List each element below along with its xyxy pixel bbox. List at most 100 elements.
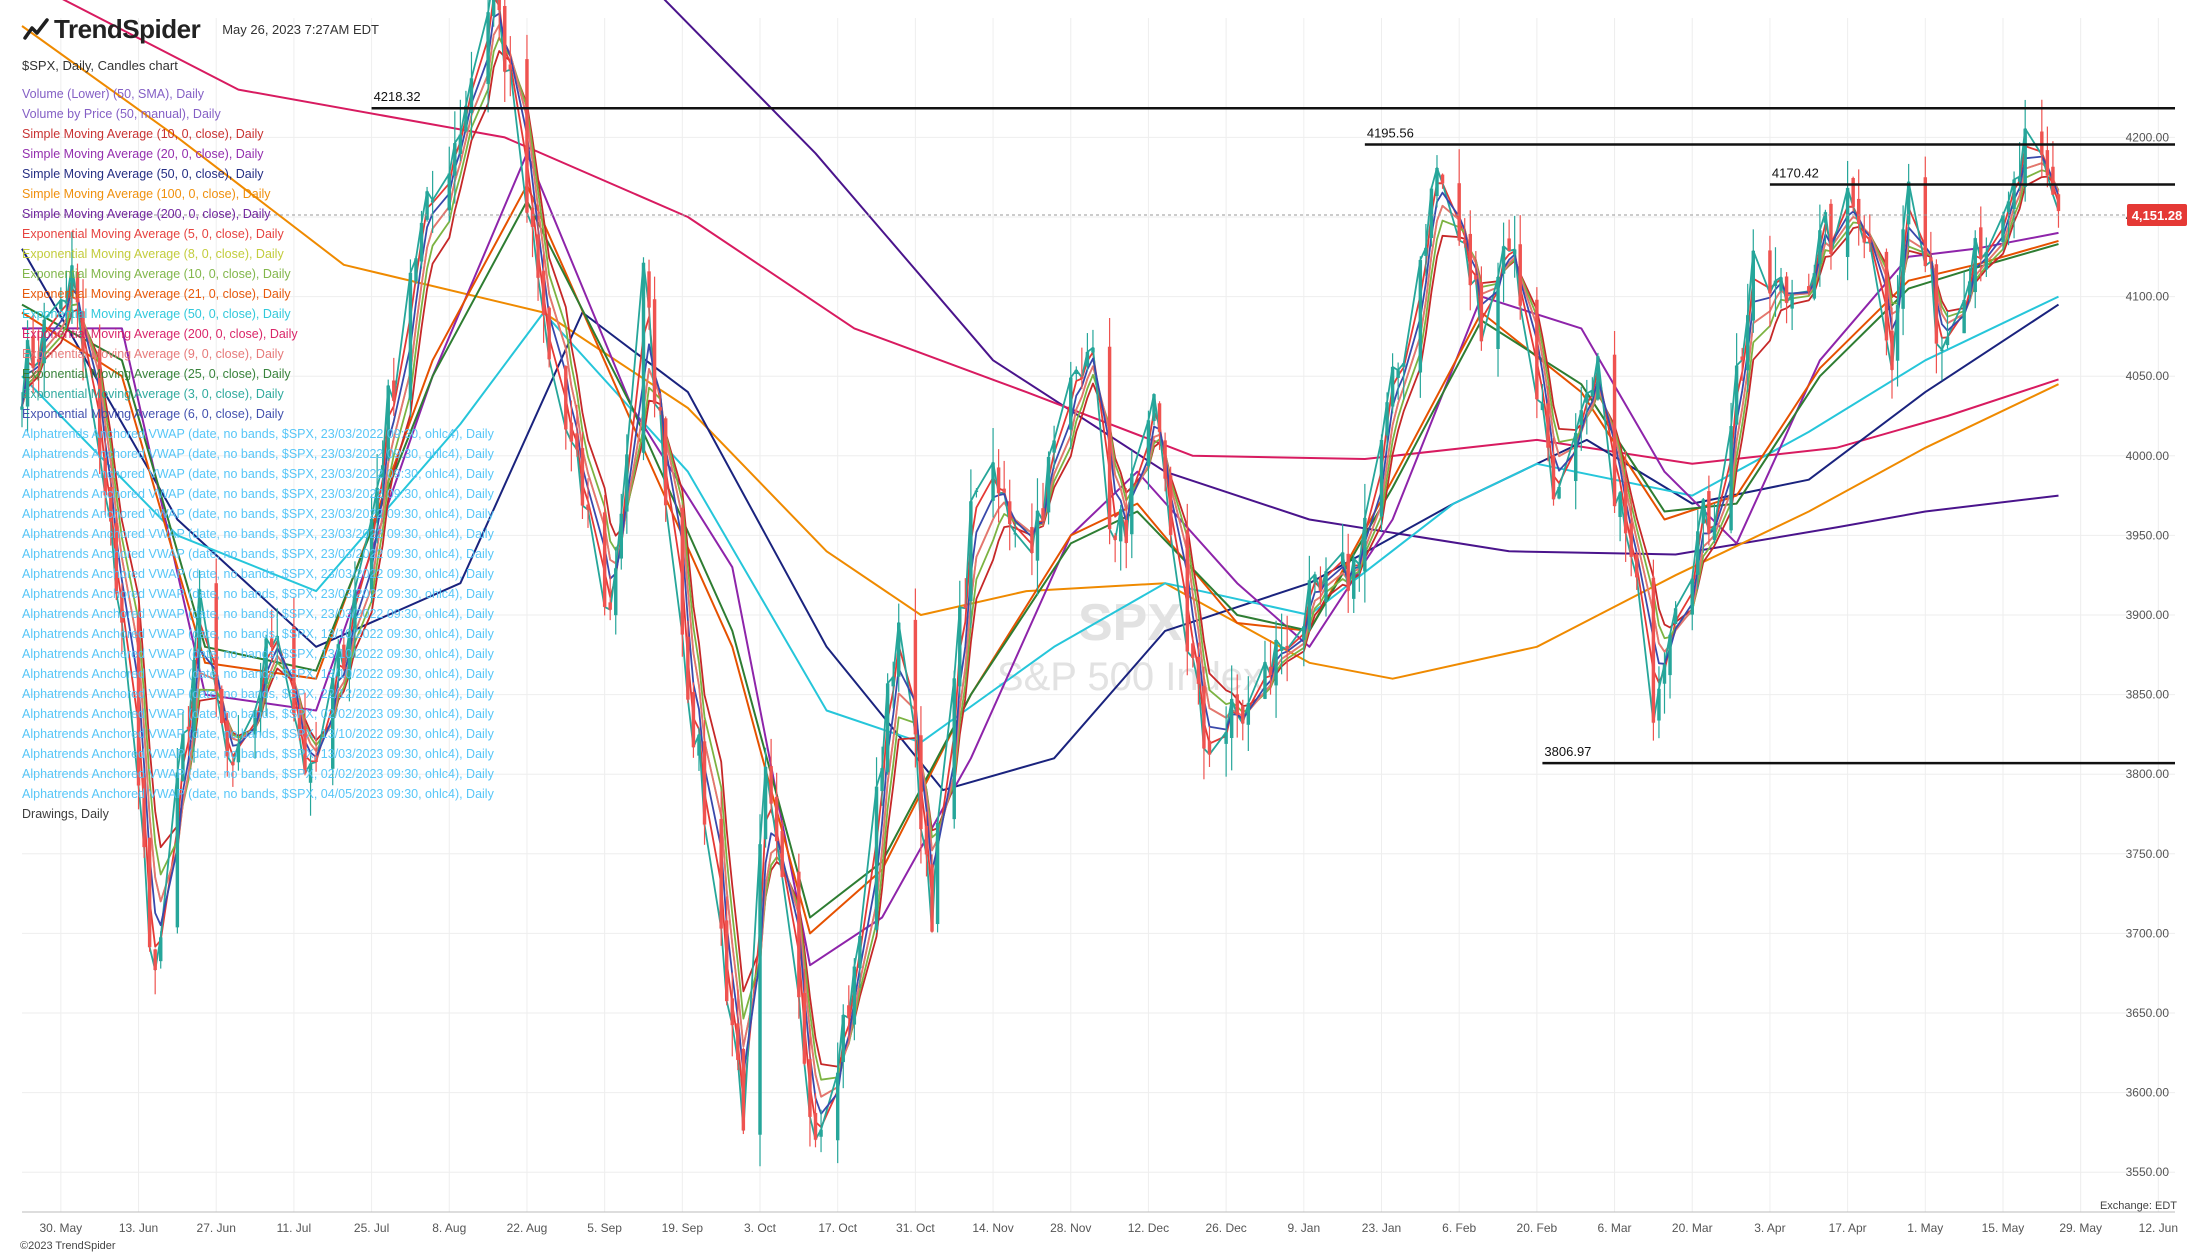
candle-body [835,1072,840,1141]
candle-body [1396,370,1400,378]
candle-body [819,1129,823,1137]
legend-item[interactable]: Alphatrends Anchored VWAP (date, no band… [22,767,494,781]
candle-body [541,270,546,316]
legend-item[interactable]: Alphatrends Anchored VWAP (date, no band… [22,647,494,661]
x-tick-label: 3. Oct [744,1221,777,1235]
candle-body [769,766,773,804]
candle-body [847,1005,851,1018]
ma-line [21,200,2059,919]
legend-item[interactable]: Volume by Price (50, manual), Daily [22,107,221,121]
price-axis[interactable]: 3550.00 3600.00 3650.00 3700.00 3750.00 3800.… [2126,130,2170,1179]
legend-item[interactable]: Exponential Moving Average (25, 0, close… [22,367,291,381]
candle-body [1973,238,1977,293]
candle-body [264,638,268,684]
indicator-legend[interactable]: Volume (Lower) (50, SMA), Daily Volume by… [22,84,494,824]
candle-body [641,262,646,453]
candle-body [1673,608,1678,625]
legend-item[interactable]: Alphatrends Anchored VWAP (date, no band… [22,547,494,561]
legend-item[interactable]: Simple Moving Average (100, 0, close), D… [22,187,271,201]
candle-body [1007,501,1012,525]
candle-body [1113,535,1117,540]
legend-item[interactable]: Exponential Moving Average (10, 0, close… [22,267,291,281]
candle-body [1501,246,1506,274]
y-tick-label: 3600.00 [2126,1086,2170,1100]
candle-body [253,710,257,735]
legend-item[interactable]: Alphatrends Anchored VWAP (date, no band… [22,447,494,461]
legend-item[interactable]: Exponential Moving Average (200, 0, clos… [22,327,298,341]
legend-item[interactable]: Simple Moving Average (200, 0, close), D… [22,207,271,221]
legend-item[interactable]: Alphatrends Anchored VWAP (date, no band… [22,707,494,721]
x-tick-label: 20. Mar [1672,1221,1713,1235]
legend-item[interactable]: Exponential Moving Average (5, 0, close)… [22,227,284,241]
legend-item[interactable]: Alphatrends Anchored VWAP (date, no band… [22,587,494,601]
candle-body [1429,188,1434,239]
candle-body [1191,643,1195,658]
legend-item[interactable]: Exponential Moving Average (6, 0, close)… [22,407,284,421]
legend-item[interactable]: Alphatrends Anchored VWAP (date, no band… [22,567,494,581]
candle-body [525,59,529,213]
legend-item[interactable]: Alphatrends Anchored VWAP (date, no band… [22,747,494,761]
candle-body [958,607,962,687]
legend-item[interactable]: Exponential Moving Average (8, 0, close)… [22,247,284,261]
candle-body [1707,491,1711,534]
x-tick-label: 27. Jun [197,1221,236,1235]
legend-item[interactable]: Alphatrends Anchored VWAP (date, no band… [22,727,494,741]
level-label: 4195.56 [1367,125,1414,140]
candle-body [996,467,1001,494]
legend-item[interactable]: Alphatrends Anchored VWAP (date, no band… [22,507,494,521]
candle-body [1318,577,1323,592]
legend-item[interactable]: Simple Moving Average (50, 0, close), Da… [22,167,264,181]
candle-body [1363,517,1367,572]
legend-item[interactable]: Alphatrends Anchored VWAP (date, no band… [22,527,494,541]
legend-item[interactable]: Alphatrends Anchored VWAP (date, no band… [22,487,494,501]
candle-body [1168,475,1173,535]
x-tick-label: 11. Jul [277,1221,311,1235]
legend-item[interactable]: Alphatrends Anchored VWAP (date, no band… [22,787,494,801]
legend-item[interactable]: Simple Moving Average (20, 0, close), Da… [22,147,264,161]
legend-item[interactable]: Volume (Lower) (50, SMA), Daily [22,87,205,101]
legend-item[interactable]: Simple Moving Average (10, 0, close), Da… [22,127,264,141]
candle-body [142,777,146,848]
legend-item[interactable]: Alphatrends Anchored VWAP (date, no band… [22,467,494,481]
candle-body [1474,275,1478,280]
x-tick-label: 1. May [1907,1221,1943,1235]
legend-item[interactable]: Alphatrends Anchored VWAP (date, no band… [22,667,494,681]
candle-body [1035,510,1040,561]
candle-body [730,998,734,1026]
legend-item[interactable]: Alphatrends Anchored VWAP (date, no band… [22,427,494,441]
candle-body [1196,656,1201,684]
candle-body [1313,574,1317,583]
legend-item[interactable]: Alphatrends Anchored VWAP (date, no band… [22,627,494,641]
candle-body [75,271,80,303]
x-tick-label: 9. Jan [1287,1221,1320,1235]
legend-item[interactable]: Exponential Moving Average (50, 0, close… [22,307,291,321]
legend-item[interactable]: Exponential Moving Average (21, 0, close… [22,287,291,301]
legend-item[interactable]: Exponential Moving Average (9, 0, close)… [22,347,284,361]
candle-body [564,366,568,430]
legend-item[interactable]: Alphatrends Anchored VWAP (date, no band… [22,687,494,701]
legend-item[interactable]: Drawings, Daily [22,807,109,821]
candle-body [192,659,196,738]
candle-body [1235,694,1239,715]
candle-body [275,636,279,639]
candle-body [891,676,895,687]
candle-body [1940,349,1944,352]
candle-body [1496,276,1500,350]
candle-body [42,319,46,364]
horizontal-levels[interactable]: 4218.32 4195.56 4170.42 3806.97 [371,89,2175,765]
candle-body [153,949,157,971]
candle-body [31,336,35,368]
x-tick-label: 30. May [39,1221,82,1235]
candle-body [430,200,435,203]
candle-body [1041,508,1045,522]
candle-body [2056,194,2061,212]
candle-body [1557,487,1561,499]
legend-item[interactable]: Alphatrends Anchored VWAP (date, no band… [22,607,494,621]
candle-body [120,591,124,623]
legend-item[interactable]: Exponential Moving Average (3, 0, close)… [22,387,284,401]
date-axis[interactable]: 30. May 13. Jun 27. Jun 11. Jul 25. Jul 8. Au… [39,1221,2178,1235]
candle-body [586,504,590,510]
candle-body [1901,229,1905,309]
candle-body [175,772,180,928]
